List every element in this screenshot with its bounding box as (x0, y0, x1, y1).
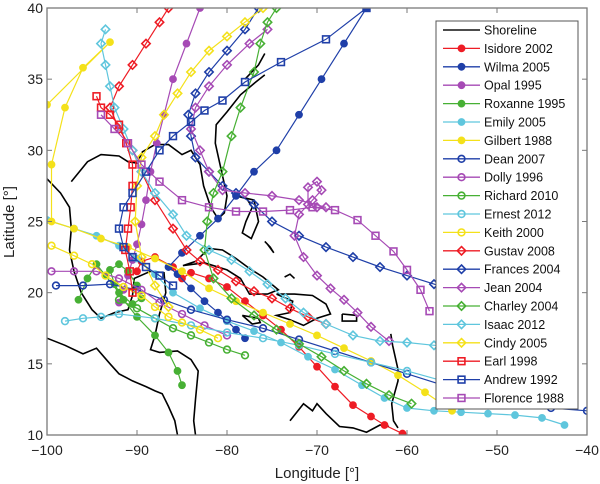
legend-label: Charley 2004 (484, 300, 558, 314)
track-andrew-1992 (114, 8, 371, 290)
legend-item: Shoreline (443, 24, 537, 38)
legend-label: Earl 1998 (484, 355, 538, 369)
shoreline-path (273, 293, 332, 327)
x-tick-label: −70 (305, 442, 329, 458)
legend-item: Emily 2005 (443, 116, 546, 130)
legend-label: Emily 2005 (484, 116, 546, 130)
legend-item: Richard 2010 (443, 189, 558, 203)
legend-label: Wilma 2005 (484, 60, 550, 74)
legend-item: Cindy 2005 (443, 336, 547, 350)
legend-label: Roxanne 1995 (484, 97, 565, 111)
legend-item: Florence 1988 (443, 392, 564, 406)
legend-item: Frances 2004 (443, 263, 560, 277)
y-tick-label: 40 (27, 0, 43, 16)
legend-label: Opal 1995 (484, 79, 542, 93)
track-florence-1988 (96, 110, 434, 316)
legend-label: Gilbert 1988 (484, 134, 552, 148)
track-gustav-2008 (104, 8, 332, 330)
legend-label: Dolly 1996 (484, 171, 543, 185)
legend-label: Richard 2010 (484, 189, 558, 203)
y-tick-label: 25 (27, 214, 43, 230)
y-tick-label: 20 (27, 285, 43, 301)
legend: Shoreline Isidore 2002 Wilma 2005 Opal 1995… (435, 20, 579, 410)
shoreline-path (244, 53, 266, 80)
shoreline-path (47, 337, 179, 435)
legend-item: Earl 1998 (443, 355, 538, 369)
shoreline-path (284, 273, 296, 279)
y-tick-label: 30 (27, 142, 43, 158)
x-tick-label: −90 (125, 442, 149, 458)
legend-item: Gilbert 1988 (443, 134, 552, 148)
legend-item: Wilma 2005 (443, 60, 550, 74)
legend-item: Isidore 2002 (443, 42, 553, 56)
x-tick-label: −100 (31, 442, 63, 458)
x-tick-label: −60 (395, 442, 419, 458)
shoreline-path (70, 74, 266, 220)
legend-item: Charley 2004 (443, 300, 558, 314)
legend-item: Opal 1995 (443, 79, 542, 93)
x-tick-label: −50 (485, 442, 509, 458)
legend-item: Ernest 2012 (443, 208, 551, 222)
legend-label: Andrew 1992 (484, 373, 558, 387)
legend-item: Gustav 2008 (443, 244, 555, 258)
y-tick-label: 15 (27, 356, 43, 372)
legend-item: Isaac 2012 (443, 318, 545, 332)
x-axis-label: Longitude [°] (275, 465, 359, 482)
legend-item: Dean 2007 (443, 152, 545, 166)
x-axis: −100 −90 −80 −70 −60 −50 −40 (31, 8, 599, 458)
shoreline-path (241, 314, 262, 325)
legend-item: Roxanne 1995 (443, 97, 565, 111)
y-tick-label: 35 (27, 71, 43, 87)
series-layer (47, 8, 587, 435)
x-tick-label: −80 (215, 442, 239, 458)
y-tick-label: 10 (27, 427, 43, 443)
legend-label: Cindy 2005 (484, 336, 547, 350)
legend-label: Isidore 2002 (484, 42, 553, 56)
x-tick-label: −40 (575, 442, 599, 458)
legend-item: Dolly 1996 (443, 171, 543, 185)
legend-label: Keith 2000 (484, 226, 544, 240)
track-keith-2000 (47, 241, 223, 343)
legend-label: Isaac 2012 (484, 318, 545, 332)
track-earl-1998 (92, 92, 137, 297)
shoreline-path (289, 402, 390, 434)
track-cindy-2005 (129, 8, 269, 313)
legend-label: Jean 2004 (484, 281, 542, 295)
legend-label: Gustav 2008 (484, 244, 555, 258)
legend-item: Andrew 1992 (443, 373, 558, 387)
legend-label: Florence 1988 (484, 392, 564, 406)
legend-label: Ernest 2012 (484, 208, 551, 222)
legend-label: Dean 2007 (484, 152, 545, 166)
shoreline-path (390, 333, 399, 429)
track-dolly-1996 (47, 267, 232, 340)
legend-item: Jean 2004 (443, 281, 542, 295)
legend-item: Keith 2000 (443, 226, 544, 240)
y-axis: 10 15 20 25 30 35 40 (27, 0, 587, 443)
y-axis-label: Latitude [°] (1, 186, 18, 258)
legend-label: Frances 2004 (484, 263, 560, 277)
shoreline-path (264, 240, 275, 254)
legend-label: Shoreline (484, 24, 537, 38)
shoreline-path (341, 313, 358, 322)
